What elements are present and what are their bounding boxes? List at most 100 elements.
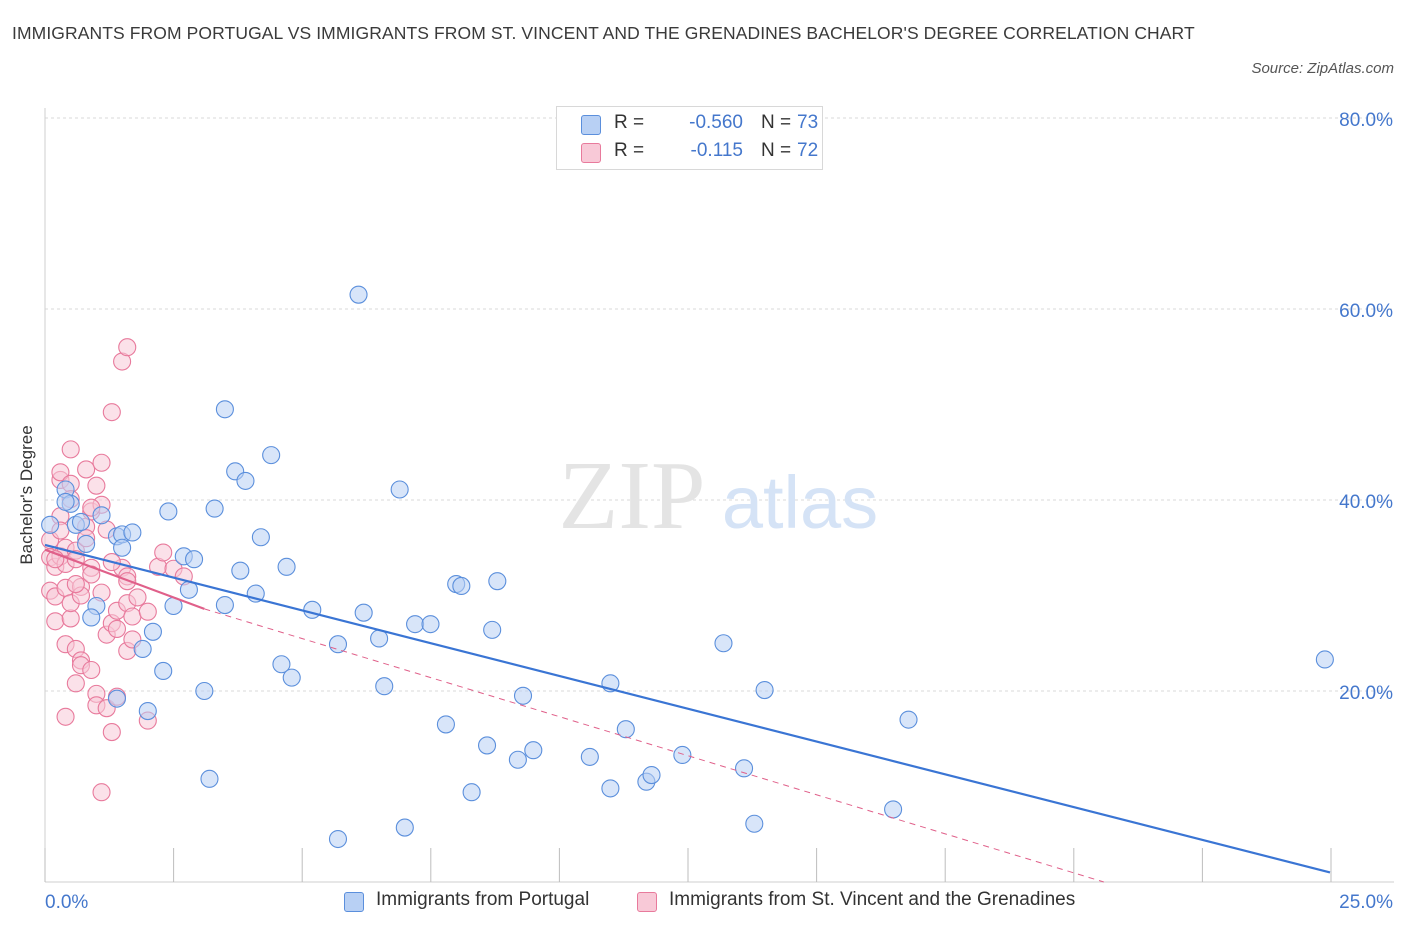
bottom-legend-label-stvincent: Immigrants from St. Vincent and the Gren… bbox=[669, 889, 1076, 910]
legend-n-value: 73 bbox=[797, 112, 819, 133]
data-point-portugal bbox=[513, 686, 533, 705]
data-point-stvincent bbox=[51, 463, 70, 482]
legend-r-label: R = bbox=[614, 140, 645, 161]
bottom-legend-swatch-stvincent bbox=[637, 892, 657, 912]
data-point-stvincent bbox=[87, 476, 106, 495]
y-tick-label: 20.0% bbox=[1339, 683, 1393, 704]
data-point-portugal bbox=[205, 499, 224, 518]
trend-line-portugal bbox=[44, 543, 1331, 874]
data-point-stvincent bbox=[56, 707, 75, 726]
data-point-portugal bbox=[143, 622, 162, 641]
series-stvincent-points bbox=[41, 338, 193, 802]
data-point-portugal bbox=[195, 681, 214, 701]
data-point-portugal bbox=[375, 677, 394, 696]
data-point-portugal bbox=[421, 615, 440, 634]
data-point-stvincent bbox=[77, 460, 96, 479]
x-tick-label: 25.0% bbox=[1339, 892, 1393, 913]
data-point-portugal bbox=[138, 702, 157, 721]
data-point-stvincent bbox=[118, 338, 137, 357]
data-point-portugal bbox=[524, 741, 543, 760]
data-point-portugal bbox=[483, 620, 502, 639]
data-point-stvincent bbox=[154, 543, 173, 562]
data-point-portugal bbox=[601, 779, 620, 798]
data-point-portugal bbox=[215, 595, 234, 615]
data-point-portugal bbox=[282, 668, 301, 687]
trend-line-stvincent-extension bbox=[204, 608, 1104, 883]
legend-swatch-portugal bbox=[581, 115, 601, 135]
data-point-stvincent bbox=[61, 440, 80, 459]
data-point-portugal bbox=[236, 471, 255, 490]
data-point-portugal bbox=[580, 747, 599, 766]
data-point-stvincent bbox=[61, 609, 80, 628]
data-point-portugal bbox=[477, 736, 497, 755]
data-point-stvincent bbox=[66, 674, 85, 693]
data-point-portugal bbox=[71, 512, 91, 532]
data-point-portugal bbox=[328, 829, 348, 849]
data-point-portugal bbox=[328, 635, 348, 654]
legend-r-value: -0.115 bbox=[690, 140, 743, 161]
source-label: Source: ZipAtlas.com bbox=[1251, 60, 1394, 77]
data-point-stvincent bbox=[92, 453, 111, 472]
bottom-legend-swatch-portugal bbox=[344, 892, 364, 912]
data-point-portugal bbox=[107, 689, 127, 708]
data-point-portugal bbox=[262, 446, 281, 465]
legend-n-label: N = bbox=[761, 140, 792, 161]
data-point-stvincent bbox=[82, 660, 101, 680]
data-point-portugal bbox=[349, 285, 368, 304]
data-point-portugal bbox=[215, 400, 234, 419]
data-point-portugal bbox=[714, 634, 733, 653]
data-point-stvincent bbox=[128, 588, 147, 607]
tick-labels: 20.0% 40.0% 60.0% 80.0% 0.0% 25.0% bbox=[45, 110, 1393, 913]
legend-n-value: 72 bbox=[797, 140, 819, 161]
data-point-portugal bbox=[41, 515, 60, 534]
data-point-portugal bbox=[899, 710, 918, 729]
data-point-portugal bbox=[92, 506, 111, 525]
data-point-portugal bbox=[185, 550, 204, 569]
data-point-portugal bbox=[159, 502, 178, 521]
data-point-portugal bbox=[1315, 650, 1334, 669]
trend-line-stvincent bbox=[44, 548, 205, 610]
data-point-portugal bbox=[154, 661, 173, 680]
data-point-stvincent bbox=[102, 723, 121, 742]
data-point-portugal bbox=[508, 750, 527, 769]
correlation-legend: R = -0.560 N = 73 R = -0.115 N = 72 bbox=[556, 106, 823, 170]
data-point-portugal bbox=[251, 528, 270, 547]
watermark: ZIP atlas bbox=[559, 442, 879, 550]
data-point-portugal bbox=[462, 783, 481, 802]
watermark-atlas: atlas bbox=[722, 461, 878, 544]
data-point-stvincent bbox=[102, 403, 121, 422]
legend-r-value: -0.560 bbox=[689, 112, 743, 133]
data-point-portugal bbox=[272, 655, 291, 674]
data-point-portugal bbox=[884, 800, 903, 819]
data-point-stvincent bbox=[123, 607, 142, 626]
data-point-portugal bbox=[82, 608, 101, 627]
data-point-stvincent bbox=[107, 619, 127, 638]
data-point-portugal bbox=[113, 538, 132, 557]
data-point-portugal bbox=[745, 814, 764, 833]
data-point-portugal bbox=[488, 572, 507, 591]
y-tick-label: 40.0% bbox=[1339, 492, 1393, 513]
data-point-portugal bbox=[277, 557, 296, 576]
data-point-portugal bbox=[406, 615, 425, 634]
data-point-stvincent bbox=[46, 612, 65, 631]
data-point-portugal bbox=[200, 769, 219, 788]
data-point-portugal bbox=[616, 720, 635, 739]
data-point-portugal bbox=[231, 561, 250, 580]
data-point-portugal bbox=[77, 534, 96, 553]
data-point-portugal bbox=[395, 818, 414, 837]
axes bbox=[44, 108, 1394, 883]
data-point-portugal bbox=[673, 745, 692, 765]
y-tick-label: 60.0% bbox=[1339, 301, 1393, 322]
chart-title: IMMIGRANTS FROM PORTUGAL VS IMMIGRANTS F… bbox=[12, 23, 1195, 43]
data-point-portugal bbox=[56, 492, 75, 511]
data-point-portugal bbox=[354, 603, 373, 622]
data-point-portugal bbox=[123, 523, 142, 542]
data-point-stvincent bbox=[92, 783, 111, 802]
data-point-portugal bbox=[436, 715, 455, 734]
legend-n-label: N = bbox=[761, 112, 792, 133]
data-point-portugal bbox=[642, 765, 661, 785]
data-point-portugal bbox=[755, 680, 774, 700]
watermark-zip: ZIP bbox=[559, 442, 706, 550]
data-point-stvincent bbox=[66, 574, 85, 594]
